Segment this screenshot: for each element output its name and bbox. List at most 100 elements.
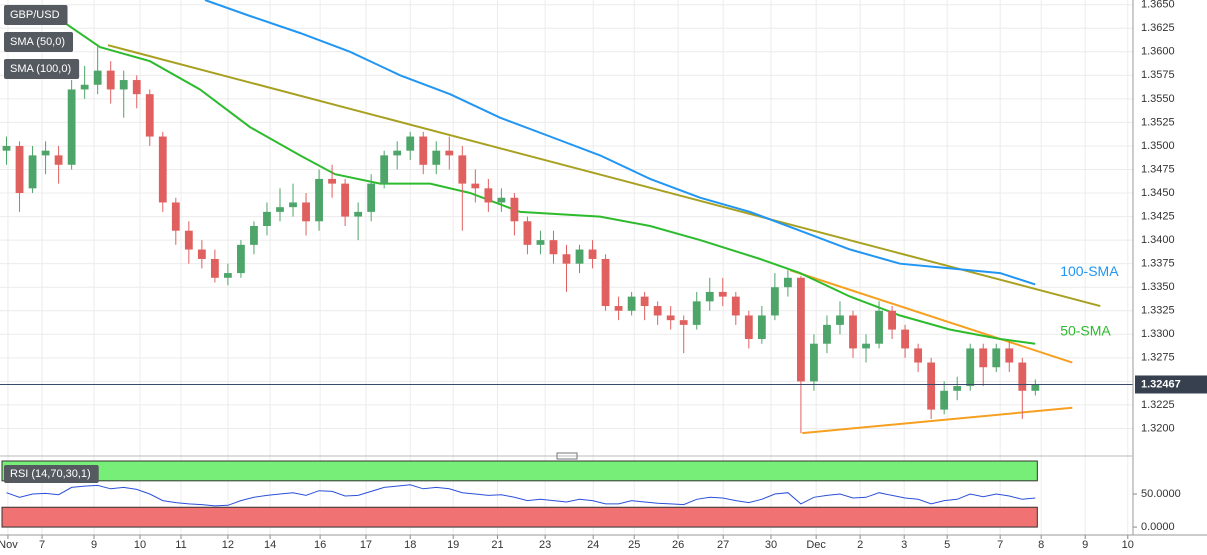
candle-body — [901, 329, 910, 349]
x-tick-label: 19 — [447, 539, 459, 551]
x-tick-label: 11 — [175, 539, 186, 551]
y-tick-label: 1.3600 — [1141, 46, 1175, 58]
candle-body — [289, 202, 297, 208]
trend-line — [107, 44, 1101, 308]
candle-body — [237, 244, 245, 274]
sma-label: 50-SMA — [1060, 322, 1111, 338]
candle-body — [145, 94, 154, 137]
candle-body — [718, 291, 727, 297]
candle-body — [653, 306, 662, 316]
candle-body — [432, 150, 441, 165]
candle-body — [836, 315, 844, 325]
x-tick-label: 7 — [39, 539, 45, 551]
candle-body — [328, 178, 336, 184]
last-price-label: 1.32467 — [1141, 378, 1181, 390]
candle-body — [1018, 362, 1027, 391]
candle-body — [862, 343, 870, 349]
y-tick-label: 1.3375 — [1141, 258, 1175, 270]
candle-body — [28, 155, 37, 189]
legend-label: SMA (100,0) — [10, 63, 71, 75]
x-tick-label: 3 — [901, 539, 907, 551]
candle-body — [666, 315, 675, 321]
rsi-line — [6, 484, 1036, 507]
candle-body — [914, 348, 923, 363]
x-tick-label: 16 — [314, 539, 326, 551]
trend-line — [789, 269, 1073, 364]
candle-body — [445, 150, 454, 156]
candle-body — [979, 348, 988, 368]
legend-label: SMA (50,0) — [10, 36, 65, 48]
candle-body — [458, 155, 467, 184]
candle-body — [471, 183, 480, 189]
candle-body — [41, 150, 50, 156]
legend-box — [4, 5, 68, 25]
x-tick-label: Nov — [0, 539, 18, 551]
trend-line — [802, 406, 1073, 435]
candle-body — [302, 202, 310, 222]
x-tick-label: 12 — [222, 539, 234, 551]
candle-body — [875, 310, 883, 344]
oversold-zone — [1, 506, 1038, 528]
x-tick-label: 17 — [360, 539, 372, 551]
x-tick-label: 24 — [587, 539, 599, 551]
candle-body — [679, 320, 688, 325]
y-tick-label: 1.3225 — [1141, 399, 1175, 411]
legend-box — [4, 59, 80, 79]
candle-body — [705, 291, 714, 302]
candle-body — [575, 249, 584, 264]
x-tick-label: 27 — [717, 539, 729, 551]
y-tick-label: 1.3450 — [1141, 187, 1175, 199]
y-tick-label: 1.3650 — [1141, 0, 1175, 11]
candle-body — [223, 273, 232, 278]
candle-body — [250, 226, 258, 245]
candle-body — [757, 315, 766, 339]
overbought-zone — [1, 460, 1038, 482]
y-tick-label: 1.3475 — [1141, 163, 1175, 175]
candle-body — [510, 197, 519, 222]
candle-body — [810, 343, 818, 382]
y-tick-label: 1.3350 — [1141, 281, 1175, 293]
x-tick-label: 26 — [672, 539, 684, 551]
candle-body — [549, 240, 558, 255]
candle-body — [888, 310, 896, 330]
x-tick-label: 10 — [134, 539, 146, 551]
divider-grip — [556, 452, 578, 460]
candle-body — [119, 80, 128, 90]
candle-body — [614, 306, 623, 311]
candle-body — [731, 296, 740, 316]
candle-body — [315, 178, 323, 222]
candle-body — [484, 188, 493, 203]
y-tick-label: 1.3300 — [1141, 328, 1175, 340]
y-tick-label: 0.0000 — [1141, 521, 1175, 533]
x-tick-label: 8 — [1038, 539, 1044, 551]
candle-body — [601, 258, 610, 307]
y-tick-label: 1.3325 — [1141, 305, 1175, 317]
sma-line — [44, 8, 1036, 345]
candle-body — [627, 296, 636, 311]
x-tick-label: 21 — [491, 539, 503, 551]
x-tick-label: 10 — [1122, 539, 1134, 551]
candle-body — [132, 80, 141, 95]
candle-body — [797, 277, 805, 382]
candle-body — [158, 136, 167, 203]
candle-body — [940, 390, 949, 410]
legend-label: RSI (14,70,30,1) — [10, 468, 91, 480]
y-tick-label: 50.0000 — [1141, 488, 1181, 500]
legend-box — [4, 32, 74, 52]
last-price-box — [1135, 375, 1207, 394]
candle-body — [184, 230, 193, 250]
candle-body — [67, 89, 76, 165]
candle-body — [276, 207, 284, 212]
candle-body — [1005, 348, 1014, 363]
y-tick-label: 1.3525 — [1141, 116, 1175, 128]
candle-body — [106, 70, 115, 90]
y-tick-label: 1.3625 — [1141, 22, 1175, 34]
candle-body — [692, 301, 701, 325]
candle-body — [341, 183, 350, 217]
y-tick-label: 1.3575 — [1141, 69, 1175, 81]
sma-label: 100-SMA — [1060, 263, 1119, 279]
y-tick-label: 1.3200 — [1141, 422, 1175, 434]
candle-body — [80, 84, 89, 90]
